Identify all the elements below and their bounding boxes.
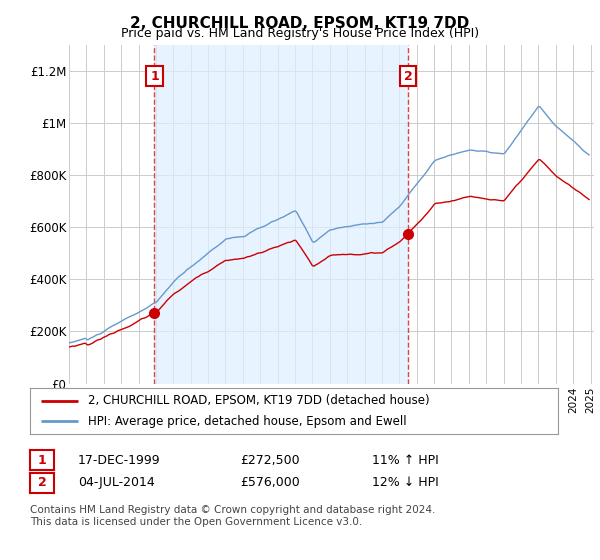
Text: Contains HM Land Registry data © Crown copyright and database right 2024.
This d: Contains HM Land Registry data © Crown c… xyxy=(30,505,436,527)
Text: 2: 2 xyxy=(38,476,46,489)
Text: 2, CHURCHILL ROAD, EPSOM, KT19 7DD (detached house): 2, CHURCHILL ROAD, EPSOM, KT19 7DD (deta… xyxy=(88,394,430,408)
Text: £576,000: £576,000 xyxy=(240,476,300,489)
Text: 11% ↑ HPI: 11% ↑ HPI xyxy=(372,454,439,467)
Text: 04-JUL-2014: 04-JUL-2014 xyxy=(78,476,155,489)
Text: 12% ↓ HPI: 12% ↓ HPI xyxy=(372,476,439,489)
Text: 1: 1 xyxy=(38,454,46,467)
Text: HPI: Average price, detached house, Epsom and Ewell: HPI: Average price, detached house, Epso… xyxy=(88,414,407,428)
Text: 17-DEC-1999: 17-DEC-1999 xyxy=(78,454,161,467)
Text: 1: 1 xyxy=(150,69,159,82)
Text: 2, CHURCHILL ROAD, EPSOM, KT19 7DD: 2, CHURCHILL ROAD, EPSOM, KT19 7DD xyxy=(130,16,470,31)
Text: 2: 2 xyxy=(404,69,412,82)
Text: Price paid vs. HM Land Registry's House Price Index (HPI): Price paid vs. HM Land Registry's House … xyxy=(121,27,479,40)
Text: £272,500: £272,500 xyxy=(240,454,299,467)
Bar xyxy=(154,45,408,384)
